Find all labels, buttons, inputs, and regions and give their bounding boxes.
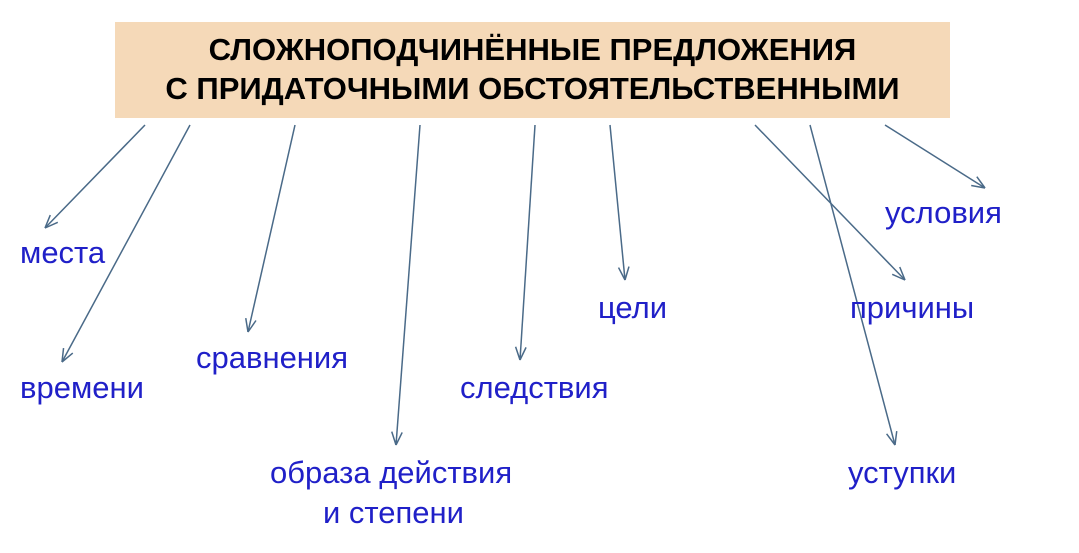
node-obraz2: и степени [323,495,464,531]
title-box: СЛОЖНОПОДЧИНЁННЫЕ ПРЕДЛОЖЕНИЯ С ПРИДАТОЧ… [115,22,950,118]
title-line-2: С ПРИДАТОЧНЫМИ ОБСТОЯТЕЛЬСТВЕННЫМИ [165,70,899,109]
node-vremeni: времени [20,370,144,406]
node-usloviya: условия [885,195,1002,231]
node-ustupki: уступки [848,455,956,491]
title-line-1: СЛОЖНОПОДЧИНЁННЫЕ ПРЕДЛОЖЕНИЯ [209,31,857,70]
node-prichiny: причины [850,290,974,326]
node-celi: цели [598,290,667,326]
node-sledstviya: следствия [460,370,609,406]
node-sravneniya: сравнения [196,340,348,376]
diagram-canvas: СЛОЖНОПОДЧИНЁННЫЕ ПРЕДЛОЖЕНИЯ С ПРИДАТОЧ… [0,0,1079,553]
node-mesta: места [20,235,105,271]
node-obraz1: образа действия [270,455,512,491]
